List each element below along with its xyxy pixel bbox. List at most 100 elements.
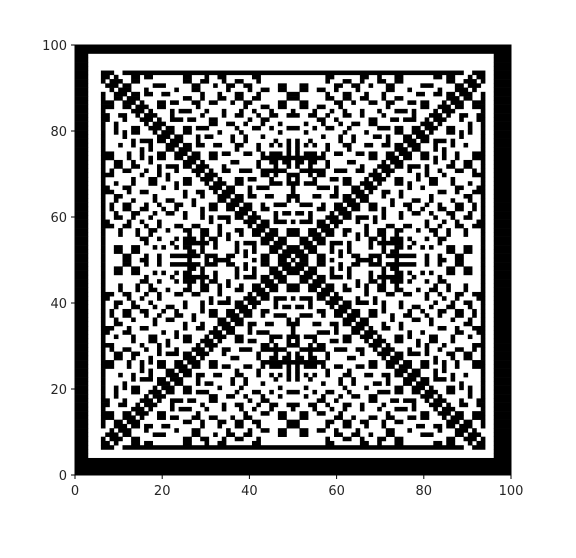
heatmap-cell-run (208, 308, 218, 314)
heatmap-cell-run (131, 351, 141, 357)
heatmap-cell-run (148, 176, 158, 182)
heatmap-cell-run (424, 202, 430, 208)
heatmap-cell-run (368, 117, 378, 122)
heatmap-cell-run (157, 347, 162, 352)
heatmap-cell-run (394, 368, 408, 374)
heatmap-cell-run (407, 142, 421, 148)
heatmap-cell-run (480, 249, 486, 254)
heatmap-cell-run (247, 176, 257, 182)
heatmap-cell-run (75, 189, 89, 195)
heatmap-cell-run (493, 117, 512, 122)
heatmap-cell-run (368, 270, 374, 276)
heatmap-cell-run (381, 159, 387, 165)
heatmap-cell-run (282, 304, 292, 310)
heatmap-cell-run (467, 121, 473, 127)
heatmap-cell-run (321, 134, 326, 139)
heatmap-cell-run (416, 91, 425, 97)
heatmap-cell-run (122, 445, 464, 450)
heatmap-cell-run (295, 151, 300, 156)
heatmap-cell-run (75, 411, 89, 416)
heatmap-cell-run (480, 287, 486, 293)
heatmap-cell-run (355, 151, 365, 156)
heatmap-cell-run (230, 100, 236, 105)
heatmap-cell-run (290, 219, 296, 225)
heatmap-cell-run (433, 138, 447, 144)
heatmap-cell-run (437, 308, 447, 314)
heatmap-cell-run (342, 130, 348, 135)
heatmap-cell-run (355, 87, 361, 93)
heatmap-cell-run (424, 223, 430, 229)
heatmap-cell-run (359, 402, 365, 408)
heatmap-cell-run (226, 87, 231, 93)
heatmap-cell-run (131, 142, 136, 148)
heatmap-cell-run (100, 240, 106, 246)
heatmap-cell-run (122, 385, 128, 391)
heatmap-cell-run (446, 245, 456, 250)
heatmap-cell-run (342, 402, 352, 408)
heatmap-cell-run (299, 202, 313, 208)
heatmap-cell-run (329, 176, 339, 182)
heatmap-cell-run (100, 377, 106, 382)
heatmap-cell-run (377, 79, 387, 84)
heatmap-cell-run (169, 117, 184, 122)
heatmap-cell-run (342, 91, 352, 97)
heatmap-cell-run (472, 155, 486, 161)
heatmap-cell-run (187, 257, 192, 263)
heatmap-cell-run (480, 389, 486, 395)
heatmap-cell-run (351, 138, 356, 144)
heatmap-cell-run (316, 411, 326, 416)
heatmap-cell-run (174, 360, 184, 365)
heatmap-cell-run (247, 189, 253, 195)
heatmap-cell-run (454, 83, 464, 88)
heatmap-cell-run (424, 262, 430, 267)
heatmap-cell-run (364, 338, 369, 344)
heatmap-cell-run (75, 159, 89, 165)
heatmap-cell-run (234, 338, 244, 344)
heatmap-cell-run (493, 449, 512, 455)
heatmap-cell-run (131, 159, 136, 165)
heatmap-cell-run (493, 389, 512, 395)
heatmap-cell-run (428, 287, 438, 293)
heatmap-cell-run (295, 142, 300, 148)
heatmap-cell-run (135, 287, 141, 293)
heatmap-cell-run (157, 398, 162, 403)
heatmap-cell-run (200, 304, 205, 310)
heatmap-cell-run (113, 389, 119, 395)
heatmap-cell-run (394, 108, 408, 114)
heatmap-cell-run (493, 402, 512, 408)
heatmap-cell-run (260, 219, 270, 225)
heatmap-cell-run (398, 325, 404, 331)
heatmap-cell-run (226, 202, 240, 208)
heatmap-cell-run (75, 423, 89, 429)
heatmap-cell-run (213, 432, 218, 437)
heatmap-cell-run (182, 228, 192, 233)
heatmap-cell-run (308, 283, 322, 288)
heatmap-cell-run (226, 121, 236, 127)
heatmap-cell-run (100, 100, 115, 105)
heatmap-cell-run (243, 202, 253, 208)
heatmap-cell-run (381, 321, 387, 327)
heatmap-cell-run (157, 172, 162, 178)
heatmap-cell-run (169, 138, 184, 144)
heatmap-cell-run (403, 138, 417, 144)
heatmap-cell-run (480, 308, 486, 314)
heatmap-cell-run (342, 96, 352, 101)
heatmap-cell-run (342, 108, 348, 114)
heatmap-cell-run (269, 355, 279, 361)
heatmap-cell-run (433, 91, 443, 97)
heatmap-cell-run (493, 108, 512, 114)
heatmap-cell-run (144, 291, 149, 297)
heatmap-cell-run (321, 313, 326, 318)
heatmap-cell-run (191, 415, 201, 420)
heatmap-cell-run (148, 228, 158, 233)
heatmap-cell-run (165, 142, 179, 148)
heatmap-cell-run (109, 436, 123, 442)
heatmap-cell-run (139, 206, 149, 212)
heatmap-cell-run (346, 202, 361, 208)
heatmap-cell-run (200, 232, 210, 237)
heatmap-cell-run (364, 423, 369, 429)
heatmap-cell-run (424, 389, 438, 395)
heatmap-cell-run (113, 121, 119, 127)
heatmap-cell-run (355, 236, 361, 242)
heatmap-cell-run (416, 423, 425, 429)
